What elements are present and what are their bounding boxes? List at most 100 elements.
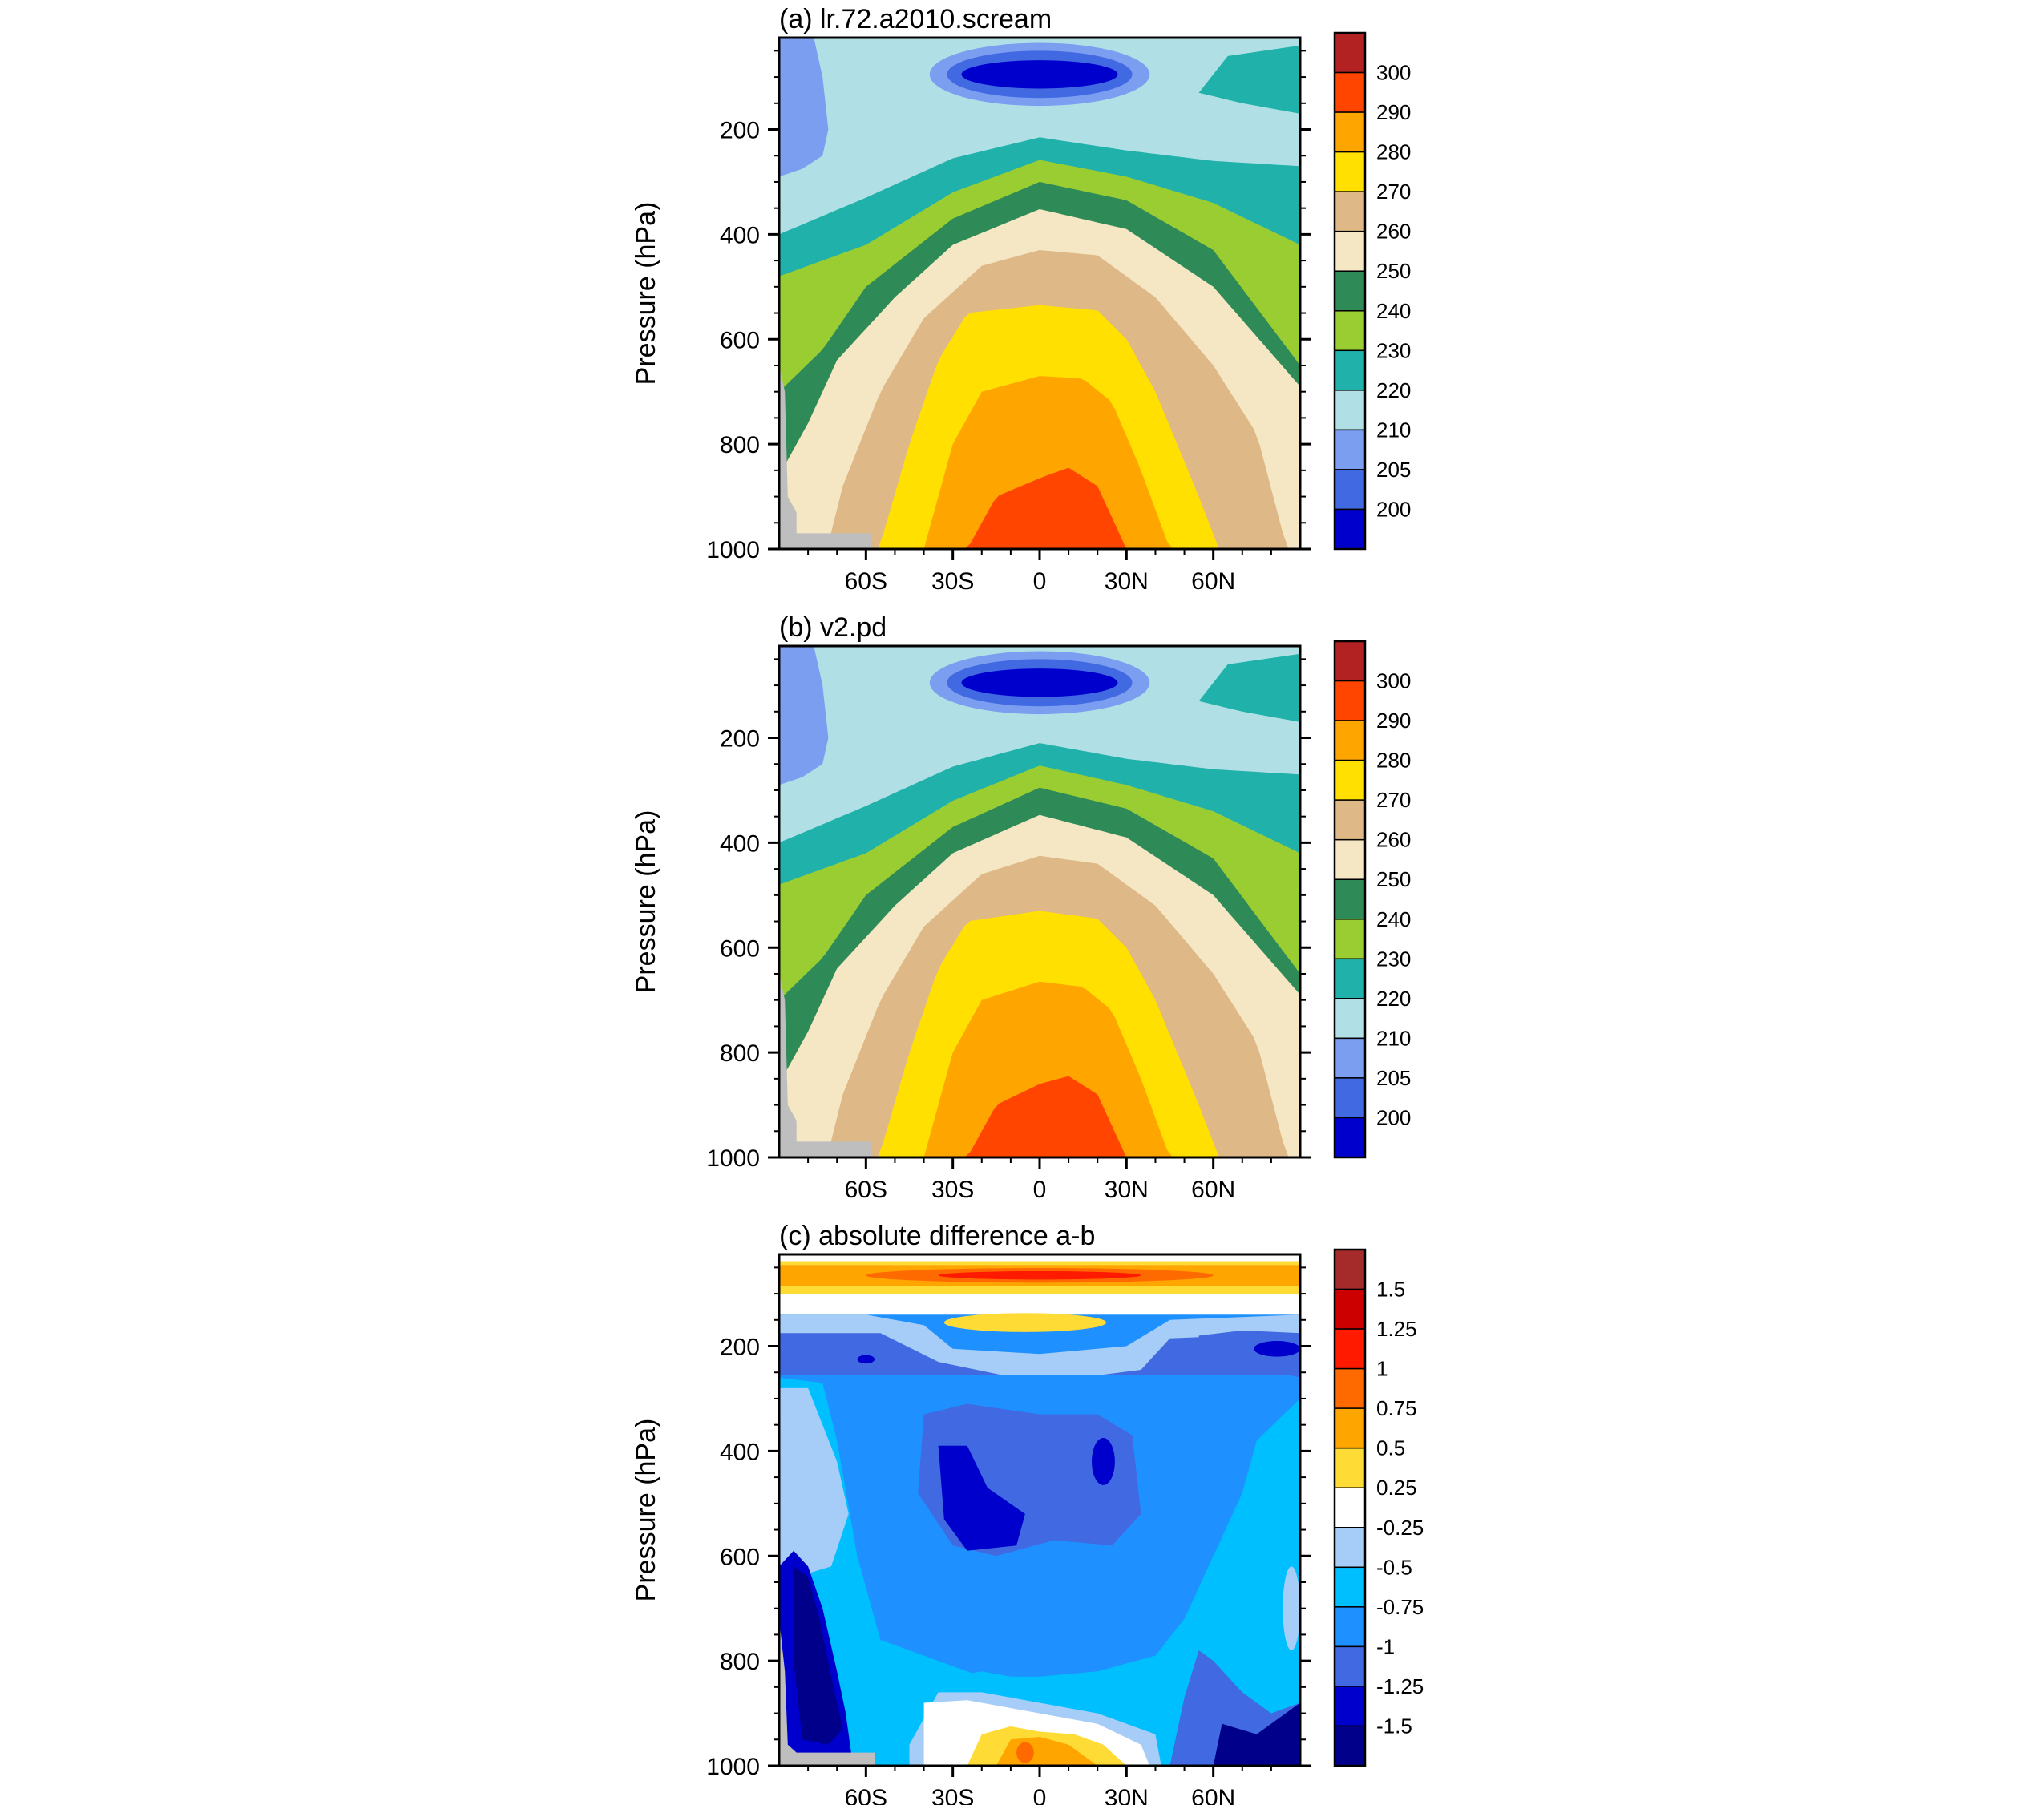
x-tick-label: 0 bbox=[1033, 1785, 1047, 1805]
x-tick-label: 0 bbox=[1033, 568, 1047, 595]
field-neg-025-05-nh-mid bbox=[1283, 1566, 1300, 1651]
field-280-290 bbox=[779, 981, 1300, 1157]
colorbar-box bbox=[1334, 998, 1366, 1040]
colorbar-label: 1.25 bbox=[1376, 1317, 1417, 1341]
colorbar-label: 260 bbox=[1376, 828, 1411, 852]
colorbar-label: 290 bbox=[1376, 709, 1411, 733]
colorbar-box bbox=[1334, 1407, 1366, 1449]
x-tick-label: 60N bbox=[1191, 1785, 1235, 1805]
y-tick-label: 400 bbox=[720, 222, 760, 248]
field-205-210-sh bbox=[779, 38, 829, 177]
colorbar-label: 300 bbox=[1376, 669, 1411, 693]
colorbar-box bbox=[1334, 1117, 1366, 1158]
x-tick-label: 30S bbox=[931, 568, 974, 595]
y-tick-label: 600 bbox=[720, 327, 760, 353]
colorbar-label: -0.5 bbox=[1376, 1555, 1412, 1579]
colorbar-label: 200 bbox=[1376, 497, 1411, 521]
colorbar-label: 210 bbox=[1376, 1026, 1411, 1050]
field-1-125-core bbox=[938, 1270, 1141, 1280]
y-tick-label: 200 bbox=[720, 726, 760, 753]
colorbar-label: 230 bbox=[1376, 338, 1411, 362]
y-tick-label: 1000 bbox=[706, 1754, 760, 1780]
field-025-05-upper bbox=[943, 1313, 1107, 1332]
colorbar-box bbox=[1334, 919, 1366, 960]
colorbar-box bbox=[1334, 799, 1366, 841]
contour-field bbox=[779, 1254, 1300, 1766]
x-tick-label: 60N bbox=[1191, 568, 1235, 595]
y-tick-label: 400 bbox=[720, 830, 760, 857]
colorbar-label: 230 bbox=[1376, 947, 1411, 971]
colorbar-label: 240 bbox=[1376, 299, 1411, 323]
colorbar-frame bbox=[1333, 31, 1367, 551]
y-tick-label: 800 bbox=[720, 1040, 760, 1067]
x-tick-label: 60S bbox=[845, 1177, 887, 1203]
field-220-230-nh-top bbox=[1198, 45, 1300, 114]
colorbar-label: 205 bbox=[1376, 458, 1411, 482]
field-below-200-core bbox=[961, 668, 1118, 697]
colorbar-box bbox=[1334, 270, 1366, 312]
colorbar-label: 270 bbox=[1376, 180, 1411, 204]
colorbar-box bbox=[1334, 878, 1366, 920]
colorbar-label: 280 bbox=[1376, 140, 1411, 164]
colorbar-label: 240 bbox=[1376, 907, 1411, 931]
colorbar-box bbox=[1334, 1645, 1366, 1687]
colorbar-label: 280 bbox=[1376, 749, 1411, 773]
field-below-200-core bbox=[961, 60, 1118, 89]
colorbar-label: -0.25 bbox=[1376, 1516, 1424, 1540]
colorbar-box bbox=[1334, 1725, 1366, 1767]
colorbar-box bbox=[1334, 680, 1366, 721]
y-axis-label: Pressure (hPa) bbox=[631, 202, 661, 386]
x-tick-label: 30N bbox=[1105, 1177, 1149, 1203]
colorbar-label: 0.5 bbox=[1376, 1436, 1405, 1460]
colorbar-box bbox=[1334, 1566, 1366, 1608]
colorbar-label: 1.5 bbox=[1376, 1278, 1405, 1302]
colorbar-label: 250 bbox=[1376, 259, 1411, 283]
colorbar-box bbox=[1334, 720, 1366, 761]
colorbar-label: 270 bbox=[1376, 788, 1411, 812]
colorbar-box bbox=[1334, 838, 1366, 880]
topography-mask bbox=[779, 1618, 875, 1766]
y-tick-label: 1000 bbox=[706, 1145, 760, 1172]
colorbar-box bbox=[1334, 1077, 1366, 1119]
y-tick-label: 800 bbox=[720, 1649, 760, 1675]
colorbar-label: 300 bbox=[1376, 61, 1411, 85]
field-neg-075-1-mid bbox=[923, 1535, 1127, 1619]
x-tick-label: 30S bbox=[931, 1785, 974, 1805]
colorbar-box bbox=[1334, 1686, 1366, 1727]
contour-field bbox=[779, 38, 1300, 549]
colorbar-box bbox=[1334, 1288, 1366, 1330]
colorbar-label: 200 bbox=[1376, 1105, 1411, 1129]
y-tick-label: 400 bbox=[720, 1439, 760, 1465]
colorbar-label: -1.5 bbox=[1376, 1714, 1412, 1738]
contour-field bbox=[779, 646, 1300, 1157]
colorbar-box bbox=[1334, 1527, 1366, 1569]
colorbar-label: -0.75 bbox=[1376, 1595, 1424, 1619]
colorbar-label: 220 bbox=[1376, 378, 1411, 402]
panel-title: (b) v2.pd bbox=[779, 612, 887, 643]
field-280-290 bbox=[779, 376, 1300, 549]
colorbar-box bbox=[1334, 1606, 1366, 1648]
colorbar-box bbox=[1334, 111, 1366, 153]
colorbar-box bbox=[1334, 1487, 1366, 1528]
colorbar-label: -1 bbox=[1376, 1634, 1395, 1658]
y-tick-label: 200 bbox=[720, 118, 760, 144]
x-tick-label: 30S bbox=[931, 1177, 974, 1203]
colorbar-box bbox=[1334, 508, 1366, 550]
colorbar-label: -1.25 bbox=[1376, 1674, 1424, 1698]
colorbar-box bbox=[1334, 1447, 1366, 1488]
field-neg-125-15-sh-upper bbox=[857, 1355, 875, 1364]
colorbar-label: 220 bbox=[1376, 987, 1411, 1011]
colorbar-label: 205 bbox=[1376, 1066, 1411, 1090]
field-290-300 bbox=[779, 1076, 1300, 1157]
x-tick-label: 60S bbox=[845, 1785, 887, 1805]
colorbar-box bbox=[1334, 469, 1366, 511]
colorbar-box bbox=[1334, 640, 1366, 682]
colorbar-box bbox=[1334, 230, 1366, 272]
colorbar-box bbox=[1334, 349, 1366, 391]
colorbar-label: 250 bbox=[1376, 867, 1411, 891]
colorbar-box bbox=[1334, 71, 1366, 113]
colorbar-box bbox=[1334, 1037, 1366, 1079]
field-neg-025-05-sh bbox=[779, 1387, 849, 1582]
field-205-210-sh bbox=[779, 646, 829, 785]
